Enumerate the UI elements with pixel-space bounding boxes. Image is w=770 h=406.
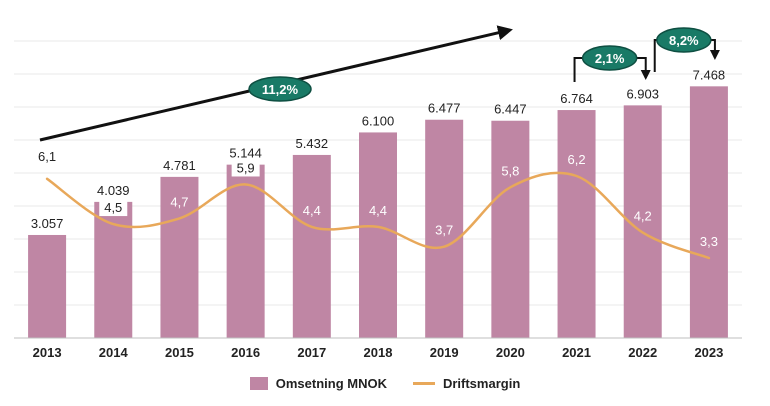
bar-value-label: 4.781 xyxy=(163,158,196,173)
bar-value-label: 3.057 xyxy=(31,216,64,231)
badge-cagr-bg xyxy=(248,76,312,102)
bar xyxy=(425,119,464,338)
bar xyxy=(557,110,596,339)
line-value-label: 5,9 xyxy=(237,160,255,175)
line-value-label: 4,4 xyxy=(369,203,387,218)
line-value-label: 4,2 xyxy=(634,209,652,224)
legend-swatch-line xyxy=(412,382,435,385)
x-tick-label: 2013 xyxy=(33,345,62,360)
bar-value-label: 5.144 xyxy=(229,146,262,161)
bar-value-label: 4.039 xyxy=(97,183,130,198)
line-value-label: 4,4 xyxy=(303,203,321,218)
line-label-bg xyxy=(231,161,260,177)
bar-value-label: 7.468 xyxy=(693,67,726,82)
line-value-label: 3,7 xyxy=(435,223,453,238)
x-tick-label: 2014 xyxy=(99,345,129,360)
bar-value-label: 5.432 xyxy=(296,136,329,151)
line-value-label: 6,2 xyxy=(568,152,586,167)
line-label-bg xyxy=(99,201,128,217)
badge-2021-2022-text: 2,1% xyxy=(595,51,625,66)
x-axis: 2013 2014 2015 2016 2017 2018 2019 2020 2021 2022… xyxy=(14,337,742,360)
driftsmargin-line xyxy=(45,171,711,260)
x-tick-label: 2022 xyxy=(628,345,657,360)
line-driftsmargin xyxy=(45,171,711,260)
bar-value-labels: 3.057 4.039 4.781 5.144 5.432 6.100 6.477 6.447… xyxy=(31,67,725,231)
legend-label-omsetning: Omsetning MNOK xyxy=(275,376,387,391)
line-value-label: 4,5 xyxy=(104,200,122,215)
x-tick-label: 2017 xyxy=(297,345,326,360)
x-tick-label: 2019 xyxy=(430,345,459,360)
bar-value-label: 6.764 xyxy=(560,91,593,106)
badge-cagr-text: 11,2% xyxy=(262,82,299,97)
x-tick-label: 2020 xyxy=(496,345,525,360)
legend-swatch-bar xyxy=(249,377,268,390)
bar-value-label: 6.447 xyxy=(494,102,527,117)
line-value-label: 5,8 xyxy=(501,163,519,178)
bar xyxy=(94,201,133,338)
bar xyxy=(226,164,265,338)
bars-omsetning xyxy=(28,86,728,339)
line-value-label: 3,3 xyxy=(700,234,718,249)
legend-item-driftsmargin: Driftsmargin xyxy=(412,376,521,391)
bar xyxy=(491,120,530,338)
x-tick-label: 2015 xyxy=(165,345,194,360)
line-value-label: 6,1 xyxy=(38,149,56,164)
line-value-label: 4,7 xyxy=(170,194,188,209)
bar xyxy=(28,234,67,338)
x-tick-label: 2021 xyxy=(562,345,591,360)
bar-value-label: 6.903 xyxy=(626,86,659,101)
legend-label-driftsmargin: Driftsmargin xyxy=(442,376,521,391)
badge-2022-2023-text: 8,2% xyxy=(669,33,699,48)
badge-2022-2023-bg xyxy=(656,27,712,53)
bar-value-label: 6.100 xyxy=(362,113,395,128)
growth-annotations: 11,2% 2,1% 8,2% xyxy=(39,25,720,142)
badge-2021-2022-bg xyxy=(581,45,638,71)
x-tick-label: 2018 xyxy=(364,345,393,360)
bar-value-label: 6.477 xyxy=(428,101,461,116)
legend-item-omsetning: Omsetning MNOK xyxy=(249,376,387,391)
line-value-labels: 6,1 4,5 4,7 5,9 4,4 4,4 3,7 5,8 6,2 4,2 3,3 xyxy=(38,149,718,249)
x-tick-label: 2023 xyxy=(694,345,723,360)
bar xyxy=(689,86,728,338)
bar xyxy=(160,176,199,338)
legend: Omsetning MNOK Driftsmargin xyxy=(0,376,770,391)
bar-line-chart: 3.057 4.039 4.781 5.144 5.432 6.100 6.477 6.447… xyxy=(14,25,742,360)
bar xyxy=(359,132,397,338)
x-tick-label: 2016 xyxy=(231,345,260,360)
bar xyxy=(292,154,331,338)
